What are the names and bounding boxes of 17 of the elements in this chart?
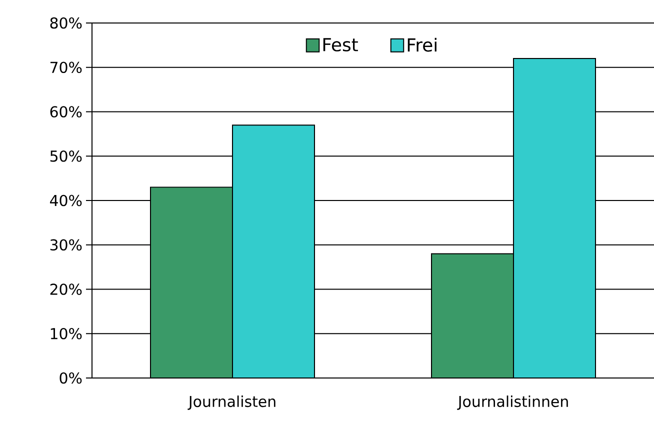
bar: [150, 186, 233, 378]
legend-label: Frei: [408, 38, 436, 52]
y-tick-label: 30%: [50, 239, 82, 251]
y-tick-label: 60%: [50, 106, 82, 118]
y-tick-label: 20%: [50, 284, 82, 295]
bar: [431, 253, 514, 378]
y-tick-label: 80%: [50, 17, 82, 29]
y-tick-label: 70%: [50, 62, 82, 74]
legend-label: Fest: [323, 38, 358, 52]
y-tick-label: 0%: [60, 372, 82, 384]
x-tick-label: Journalistinnen: [457, 396, 568, 410]
y-tick-label: 40%: [50, 194, 82, 206]
x-tick-label: Journalisten: [188, 396, 276, 410]
y-tick-label: 10%: [50, 328, 82, 340]
bar: [232, 124, 315, 378]
y-tick-label: 50%: [50, 150, 82, 162]
bar: [513, 58, 596, 378]
